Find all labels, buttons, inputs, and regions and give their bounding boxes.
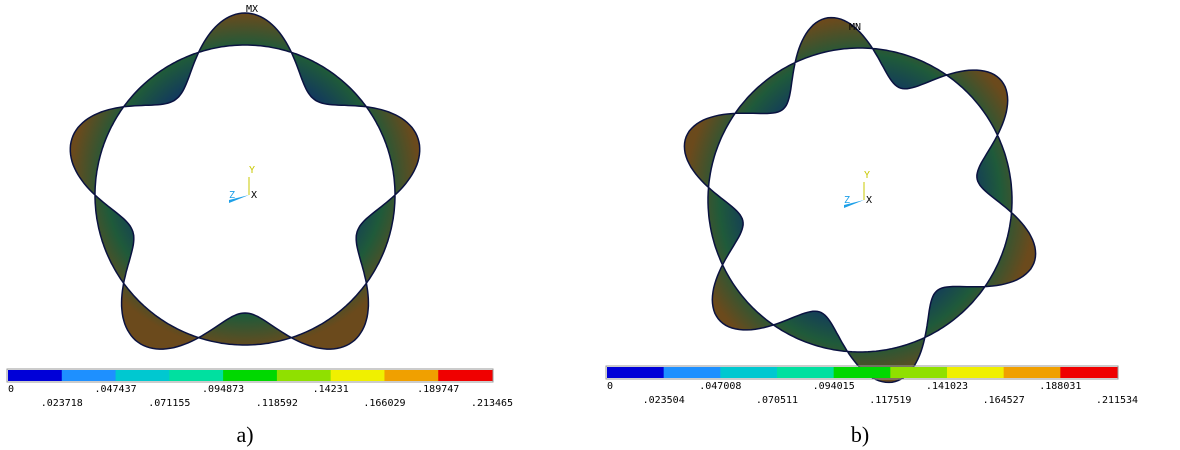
panel: MN Y Z X 0 .023504 .047008 .070511 .094015 .11751… <box>606 18 1138 447</box>
legend-swatch <box>1004 367 1061 378</box>
legend-swatch <box>1060 367 1117 378</box>
legend-swatch <box>664 367 721 378</box>
legend-swatch <box>8 370 62 381</box>
triad-z-label: Z <box>229 190 235 201</box>
legend-label: .164527 <box>983 395 1025 406</box>
legend-label: .023504 <box>643 395 685 406</box>
legend-swatch <box>223 370 277 381</box>
legend-label: .211534 <box>1096 395 1138 406</box>
triad-y-label: Y <box>864 170 870 181</box>
legend-swatch <box>834 367 891 378</box>
legend-swatch <box>331 370 385 381</box>
legend-swatch <box>890 367 947 378</box>
legend-label: 0 <box>8 384 14 395</box>
legend-label: .14231 <box>313 384 349 395</box>
legend-swatch <box>438 370 492 381</box>
legend-swatch <box>116 370 170 381</box>
mode-shape <box>70 13 419 349</box>
legend-label: .094873 <box>202 384 244 395</box>
legend-label: .188031 <box>1039 381 1081 392</box>
triad-y-label: Y <box>249 165 255 176</box>
legend-label: .070511 <box>756 395 798 406</box>
legend-swatch <box>777 367 834 378</box>
legend-label: .166029 <box>363 398 405 409</box>
legend-label: .023718 <box>41 398 83 409</box>
legend-label: .047008 <box>699 381 741 392</box>
triad-z-label: Z <box>844 195 850 206</box>
legend-label: .047437 <box>94 384 136 395</box>
legend-swatch <box>384 370 438 381</box>
legend-label: .141023 <box>926 381 968 392</box>
figure: MX Y Z X 0 .023718 .047437 .071155 .094873 .11859… <box>0 0 1180 450</box>
legend-label: 0 <box>607 381 613 392</box>
legend-swatch <box>62 370 116 381</box>
legend-swatch <box>169 370 223 381</box>
caption: b) <box>851 422 869 447</box>
panel: MX Y Z X 0 .023718 .047437 .071155 .094873 .11859… <box>7 4 513 447</box>
legend-swatch <box>607 367 664 378</box>
legend-label: .071155 <box>148 398 190 409</box>
extreme-label: MN <box>849 22 861 33</box>
triad-x-label: X <box>866 195 872 206</box>
caption: a) <box>236 422 253 447</box>
legend-label: .213465 <box>471 398 513 409</box>
mode-shape <box>684 18 1035 383</box>
legend-swatch <box>947 367 1004 378</box>
triad-x-label: X <box>251 190 257 201</box>
extreme-label: MX <box>246 4 258 15</box>
legend-swatch <box>720 367 777 378</box>
legend-label: .117519 <box>869 395 911 406</box>
legend-label: .189747 <box>417 384 459 395</box>
legend-label: .118592 <box>256 398 298 409</box>
legend-label: .094015 <box>813 381 855 392</box>
legend-swatch <box>277 370 331 381</box>
